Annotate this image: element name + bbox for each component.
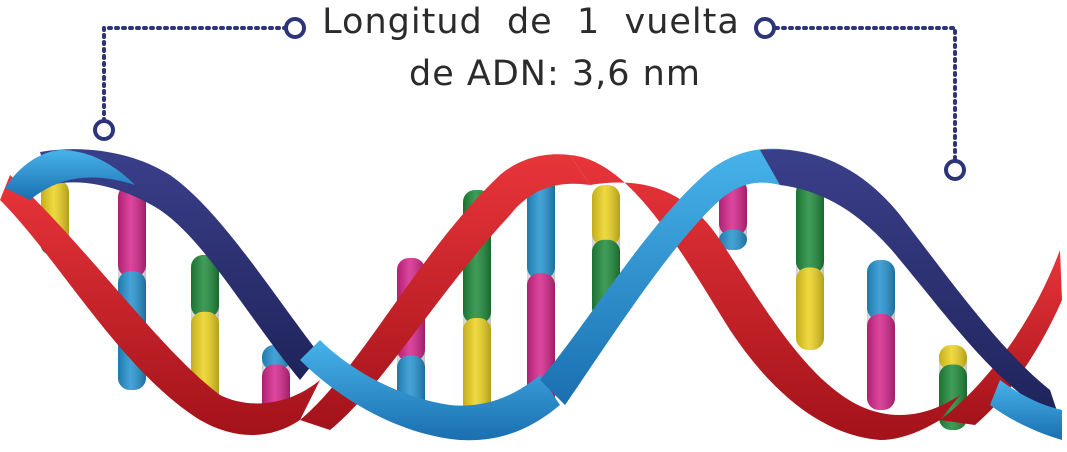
measurement-label-line-1: Longitud de 1 vuelta [322,2,740,42]
base-pair-rung [719,178,747,250]
base-shading [719,178,747,250]
measurement-bracket [102,26,957,162]
measurement-label-line-2: de ADN: 3,6 nm [409,54,701,94]
bracket-right-line [774,26,957,162]
blue-strand-segment-2 [300,340,560,441]
circle-marker-icon [284,17,306,39]
circle-marker-icon [754,17,776,39]
blue-strand-segment-3 [540,148,800,405]
blue-strand-segment-1 [5,150,135,200]
bracket-left-line [102,26,288,122]
base-pair-rung [796,180,824,350]
red-strand-segment-1 [0,175,320,435]
blue-strand-segment-4 [990,380,1062,440]
circle-marker-icon [93,119,115,141]
circle-marker-icon [944,159,966,181]
navy-strand-segment-2 [760,149,1060,420]
base-shading [796,180,824,350]
base-shading [527,168,555,415]
base-pair-rung [867,260,895,410]
red-strand-segment-2 [300,154,590,430]
base-shading [867,260,895,410]
marker-dots [93,17,966,181]
dna-strand-blue [5,148,1062,441]
